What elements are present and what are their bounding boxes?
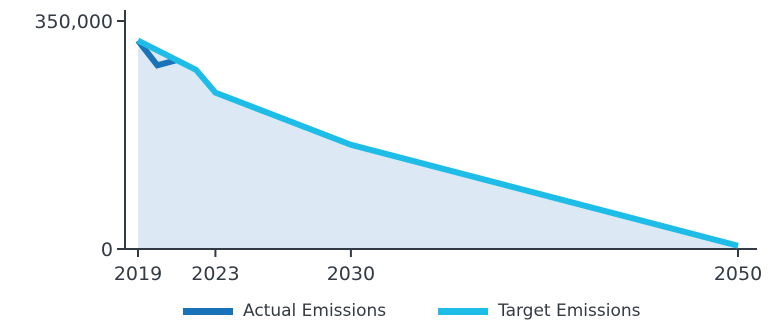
x-tick-label: 2019 <box>114 263 162 285</box>
legend-item-target-emissions: Target Emissions <box>438 301 641 321</box>
legend-label-target: Target Emissions <box>498 301 641 321</box>
legend-swatch-target <box>438 307 488 315</box>
y-tick-label: 0 <box>101 239 113 261</box>
legend-item-actual-emissions: Actual Emissions <box>183 301 386 321</box>
legend-swatch-actual <box>183 307 233 315</box>
x-tick-label: 2050 <box>714 263 762 285</box>
x-tick-label: 2030 <box>327 263 375 285</box>
chart-legend: Actual Emissions Target Emissions <box>0 301 776 327</box>
target-emissions-area <box>138 40 738 249</box>
x-tick-label: 2023 <box>191 263 239 285</box>
target-emissions-line <box>136 37 739 249</box>
y-tick-label: 350,000 <box>34 11 113 33</box>
actual-emissions-line <box>135 38 178 69</box>
legend-label-actual: Actual Emissions <box>243 301 387 321</box>
